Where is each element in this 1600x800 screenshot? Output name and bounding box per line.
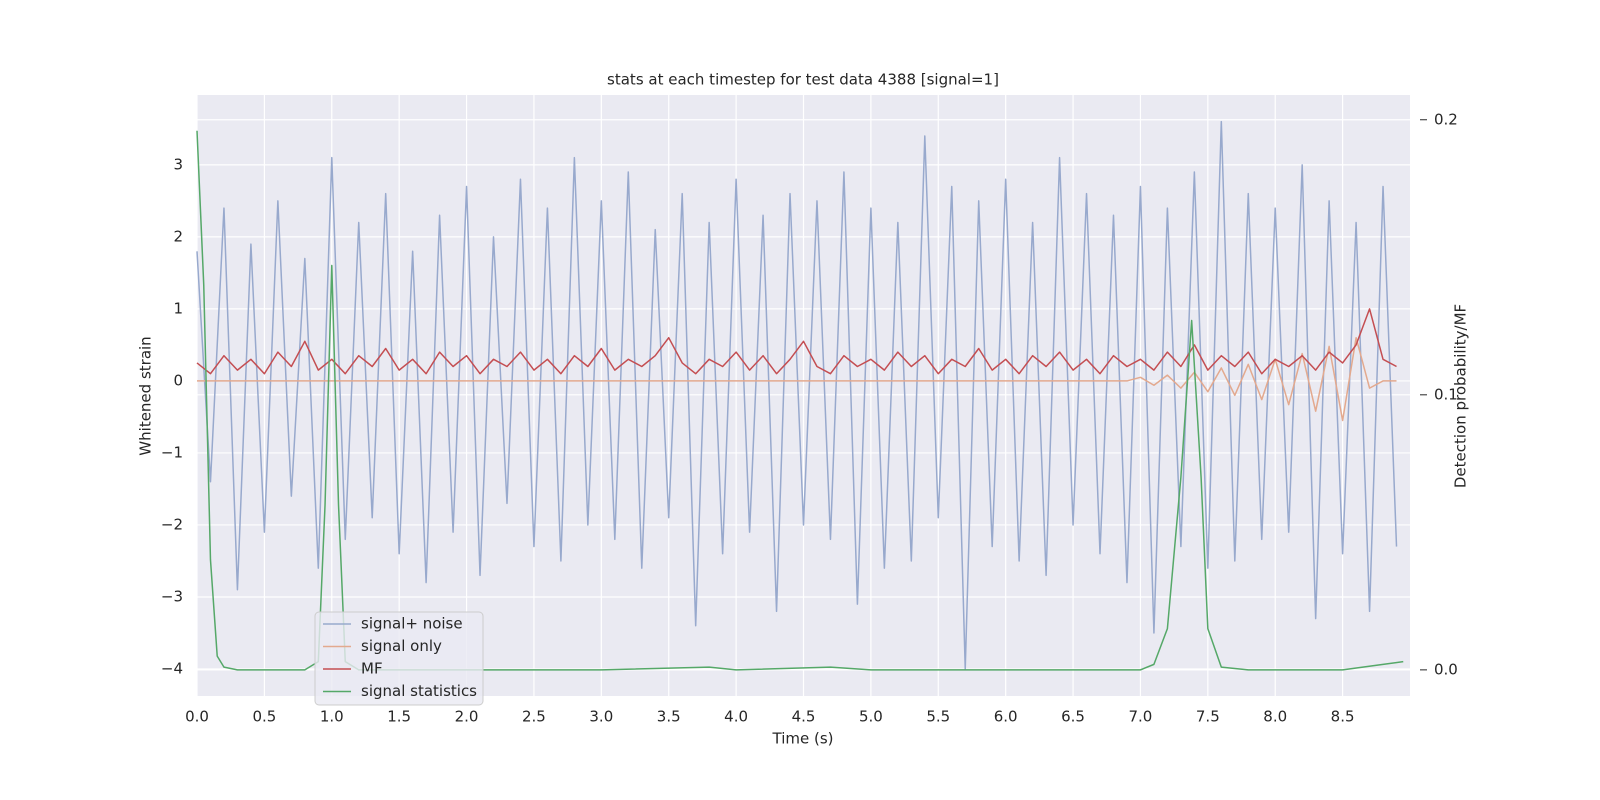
x-tick-label: 2.5 [522,708,546,726]
x-axis-label: Time (s) [772,730,834,748]
x-tick-label: 8.5 [1331,708,1355,726]
y-tick-label: −4 [161,659,183,677]
legend-label: signal only [361,637,442,655]
x-tick-label: 0.0 [185,708,209,726]
y-axis-label: Whitened strain [137,336,155,455]
legend-label: signal statistics [361,682,477,700]
y-tick-label: 3 [173,155,183,173]
x-tick-label: 8.0 [1263,708,1287,726]
x-tick-label: 6.0 [994,708,1018,726]
y-tick-label: 0 [173,371,183,389]
y-tick-label: 2 [173,227,183,245]
x-tick-label: 2.0 [455,708,479,726]
x-tick-label: 4.0 [724,708,748,726]
x-tick-label: 7.5 [1196,708,1220,726]
x-tick-label: 1.5 [387,708,411,726]
x-tick-label: 3.5 [657,708,681,726]
x-tick-label: 4.5 [792,708,816,726]
x-tick-label: 5.0 [859,708,883,726]
y-tick-label: −1 [161,443,183,461]
x-tick-label: 3.0 [589,708,613,726]
legend-box [314,611,484,706]
x-tick-label: 7.0 [1129,708,1153,726]
legend-label: MF [361,660,383,678]
x-tick-label: 6.5 [1061,708,1085,726]
y2-tick-label: 0.2 [1434,110,1458,128]
y2-tick-label: 0.0 [1434,660,1458,678]
series-line [196,120,1398,670]
y-tick-label: −2 [161,515,183,533]
x-tick-label: 1.0 [320,708,344,726]
x-tick-label: 0.5 [252,708,276,726]
series-line [197,336,1397,422]
chart-title: stats at each timestep for test data 438… [607,71,999,89]
y2-axis-label: Detection probability/MF [1452,304,1470,488]
y-tick-label: 1 [173,299,183,317]
series-line [196,308,1397,375]
y2-tick-label: 0.1 [1434,385,1458,403]
legend: signal+ noise signal only MF signal statist… [314,611,484,706]
legend-label: signal+ noise [361,615,463,633]
y-tick-label: −3 [161,587,183,605]
series-line [196,130,1404,671]
x-tick-label: 5.5 [926,708,950,726]
